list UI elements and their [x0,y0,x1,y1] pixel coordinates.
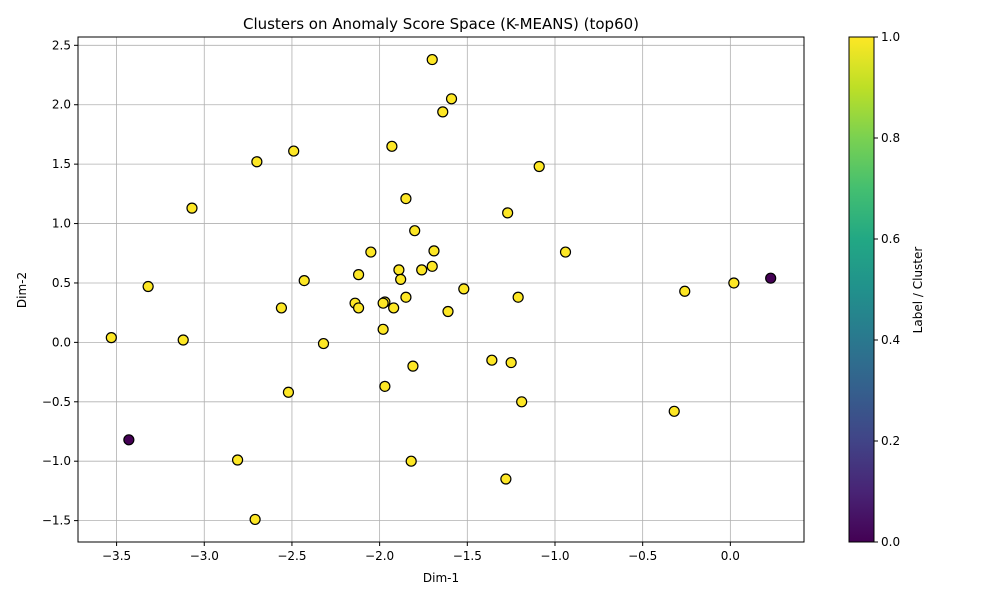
colorbar-tick-label: 0.2 [881,434,900,448]
cluster-1-point [249,513,261,526]
cluster-1-point [142,280,154,293]
cluster-1-point [282,386,295,398]
cluster-1-point [400,193,412,205]
y-tick-label: 1.0 [52,217,71,231]
cluster-1-point [352,269,365,281]
cluster-1-point [533,160,545,173]
grid-lines [78,37,804,542]
cluster-1-point [516,396,528,408]
x-axis-label: Dim-1 [423,571,459,585]
cluster-1-point [377,323,389,335]
cluster-0-point [123,434,135,446]
x-tick-label: −3.0 [190,549,219,563]
cluster-1-point [679,285,691,297]
cluster-1-point [405,455,417,467]
cluster-1-point [251,156,263,168]
colorbar [848,36,875,543]
plot-frame [77,36,805,543]
y-tick-label: −1.0 [42,454,71,468]
cluster-1-point [186,202,198,214]
cluster-1-point [512,291,524,303]
cluster-1-point [377,297,389,309]
colorbar-tick-label: 0.4 [881,333,900,347]
cluster-1-point [426,260,438,272]
x-tick-label: −0.5 [628,549,657,563]
cluster-1-point [105,332,117,344]
cluster-1-point [437,106,449,118]
cluster-1-point [386,140,398,152]
cluster-1-point [409,225,421,237]
y-tick-label: 0.5 [52,276,71,290]
cluster-1-point [400,291,412,303]
cluster-1-point [407,360,419,372]
cluster-1-point [458,283,470,295]
cluster-1-point [428,245,440,257]
x-tick-label: −1.5 [453,549,482,563]
x-tick-label: 0.0 [721,549,740,563]
colorbar-tick-label: 0.8 [881,131,900,145]
cluster-1-point [388,302,400,314]
cluster-1-point [317,337,330,350]
cluster-1-point [442,305,454,318]
cluster-1-point [365,246,377,258]
cluster-1-point [500,473,512,485]
y-axis-label: Dim-2 [15,272,29,308]
y-tick-label: 2.0 [52,98,71,112]
x-tick-label: −1.0 [540,549,569,563]
colorbar-tick-label: 1.0 [881,30,900,44]
x-tick-label: −3.5 [102,549,131,563]
cluster-1-point [668,405,680,417]
colorbar-tick-label: 0.6 [881,232,900,246]
cluster-1-point [298,274,310,287]
cluster-1-point [177,334,189,346]
y-tick-label: 2.5 [52,38,71,52]
y-tick-label: −1.5 [42,514,71,528]
y-axis-ticks: −1.5 −1.0 −0.5 0.0 0.5 1.0 1.5 2.0 2.5 [42,38,78,528]
cluster-1-point [426,53,438,66]
cluster-1-point [728,277,740,289]
cluster-1-point [416,264,428,276]
cluster-1-point [393,264,405,276]
cluster-0-point [765,272,777,284]
cluster-1-point [505,356,517,369]
x-tick-label: −2.5 [277,549,306,563]
x-tick-label: −2.0 [365,549,394,563]
y-tick-label: −0.5 [42,395,71,409]
data-points [105,53,777,526]
cluster-1-point [395,273,407,285]
cluster-1-point [275,302,288,314]
cluster-1-point [352,302,365,314]
colorbar-label: Label / Cluster [911,247,925,334]
cluster-1-point [288,145,300,157]
cluster-1-point [445,93,458,105]
colorbar-ticks: 0.0 0.2 0.4 0.6 0.8 1.0 [874,30,900,549]
cluster-1-point [379,380,391,392]
cluster-1-point [559,246,572,258]
colorbar-tick-label: 0.0 [881,535,900,549]
cluster-1-point [486,354,498,366]
y-tick-label: 1.5 [52,157,71,171]
x-axis-ticks: −3.5 −3.0 −2.5 −2.0 −1.5 −1.0 −0.5 0.0 [102,542,740,563]
cluster-1-point [231,454,244,466]
cluster-1-point [502,207,514,219]
y-tick-label: 0.0 [52,335,71,349]
chart-title: Clusters on Anomaly Score Space (K-MEANS… [243,15,639,33]
